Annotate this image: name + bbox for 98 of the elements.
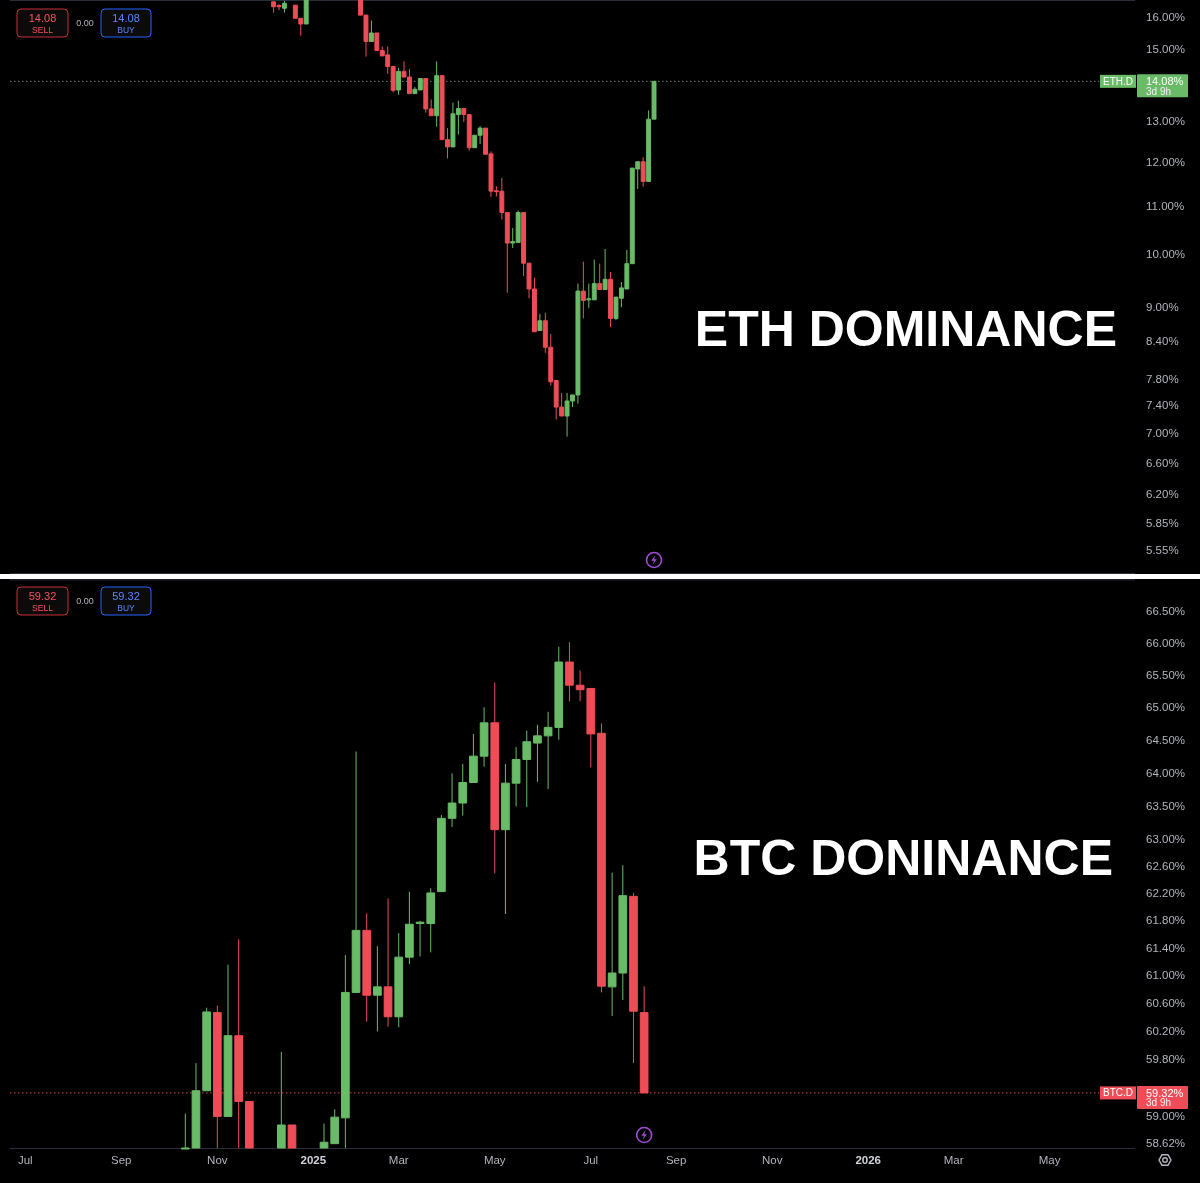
annotation: 14.08 — [28, 12, 57, 24]
x-tick-label: 2025 — [300, 1154, 327, 1166]
candlestick — [629, 892, 638, 1064]
y-tick-label: 61.00% — [1146, 969, 1186, 982]
candlestick — [501, 763, 510, 915]
candlestick — [602, 248, 608, 290]
y-tick-label: 59.80% — [1146, 1052, 1186, 1065]
candlestick — [608, 271, 613, 328]
y-tick-label: 7.40% — [1146, 399, 1179, 412]
text: 59.32% — [1146, 1086, 1184, 1099]
y-tick-label: 61.40% — [1146, 941, 1186, 954]
x-tick-label: Sep — [665, 1154, 687, 1166]
annotation: 0.00 — [76, 596, 94, 606]
candlestick — [212, 1005, 222, 1149]
y-tick-label: 5.85% — [1146, 517, 1179, 530]
candlestick — [597, 263, 603, 290]
x-tick-label: Jul — [583, 1154, 599, 1166]
candlestick — [277, 1051, 286, 1149]
candlestick — [282, 0, 287, 14]
x-tick-label: Mar — [388, 1154, 409, 1166]
y-tick-label: 60.20% — [1146, 1024, 1186, 1037]
annotation: SELL — [32, 25, 54, 35]
annotation: 0.00 — [76, 18, 94, 28]
y-tick-label: 58.62% — [1146, 1136, 1186, 1149]
y-tick-label: 62.20% — [1146, 886, 1186, 899]
candlestick — [394, 932, 404, 1028]
y-tick-label: 16.00% — [1146, 11, 1186, 24]
y-tick-label: 10.00% — [1146, 247, 1186, 260]
y-tick-label: 11.00% — [1146, 199, 1185, 212]
annotation: SELL — [32, 603, 54, 613]
y-tick-label: 66.00% — [1146, 636, 1186, 649]
candlestick — [469, 733, 478, 784]
candlestick — [490, 682, 500, 874]
candlestick — [580, 261, 586, 319]
candlestick — [640, 156, 646, 188]
y-tick-label: 65.00% — [1146, 701, 1186, 714]
candlestick — [537, 313, 543, 332]
y-tick-label: 15.00% — [1146, 43, 1186, 56]
annotation: BUY — [117, 603, 136, 613]
y-tick-label: 8.40% — [1146, 335, 1179, 348]
candlestick — [373, 945, 382, 1032]
x-tick-label: Nov — [207, 1154, 228, 1166]
candlestick — [533, 724, 542, 783]
candlestick — [223, 964, 233, 1117]
x-tick-label: May — [483, 1154, 506, 1166]
candlestick — [597, 722, 606, 993]
y-tick-label: 64.50% — [1146, 733, 1186, 746]
x-tick-label: Mar — [943, 1154, 964, 1166]
text: ETH DOMINANCE — [694, 301, 1117, 357]
ref-line-label: BTC.D — [1103, 1087, 1133, 1099]
x-tick-label: Sep — [111, 1154, 132, 1166]
ref-line-label: ETH.D — [1103, 75, 1133, 87]
candlestick — [479, 706, 489, 768]
candlestick — [639, 985, 649, 1094]
candlestick — [341, 954, 350, 1149]
x-tick-label: May — [1038, 1154, 1061, 1166]
y-tick-label: 7.80% — [1146, 372, 1179, 385]
text: BTC DONINANCE — [693, 830, 1113, 886]
candlestick — [287, 1124, 297, 1149]
y-tick-label: 6.20% — [1146, 488, 1179, 501]
text: 14.08% — [1146, 75, 1184, 88]
candlestick — [202, 1007, 211, 1092]
y-tick-label: 59.00% — [1146, 1109, 1186, 1122]
candlestick — [405, 891, 414, 965]
y-tick-label: 65.50% — [1146, 668, 1186, 681]
candlestick — [396, 67, 402, 96]
y-tick-label: 60.60% — [1146, 996, 1186, 1009]
y-tick-label: 66.50% — [1146, 604, 1186, 617]
x-tick-label: Nov — [761, 1154, 783, 1166]
annotation: BUY — [117, 25, 136, 35]
candlestick — [244, 1100, 254, 1149]
y-tick-label: 13.00% — [1146, 115, 1186, 128]
x-tick-label: 2026 — [855, 1154, 882, 1166]
y-tick-label: 6.60% — [1146, 456, 1179, 469]
text: 3d 9h — [1146, 85, 1172, 97]
annotation: 59.32 — [112, 590, 140, 602]
y-tick-label: 5.55% — [1146, 543, 1179, 556]
candlestick — [303, 0, 309, 25]
y-tick-label: 63.00% — [1146, 833, 1186, 846]
candlestick — [362, 912, 372, 1023]
candlestick — [234, 938, 243, 1149]
y-tick-label: 62.60% — [1146, 859, 1186, 872]
y-tick-label: 61.80% — [1146, 914, 1186, 927]
y-tick-label: 64.00% — [1146, 766, 1186, 779]
y-tick-label: 63.50% — [1146, 799, 1186, 812]
annotation: 59.32 — [28, 590, 57, 602]
y-tick-label: 12.00% — [1146, 155, 1186, 168]
y-tick-label: 7.00% — [1146, 427, 1179, 439]
text: 3d 9h — [1146, 1097, 1172, 1109]
x-tick-label: Jul — [17, 1154, 33, 1166]
candlestick — [565, 641, 574, 702]
candlestick — [351, 751, 361, 993]
candlestick — [383, 897, 393, 1028]
annotation: 14.08 — [112, 12, 140, 24]
candlestick — [437, 814, 446, 893]
candlestick — [368, 19, 374, 42]
y-tick-label: 9.00% — [1146, 300, 1179, 313]
candlestick — [434, 60, 440, 128]
